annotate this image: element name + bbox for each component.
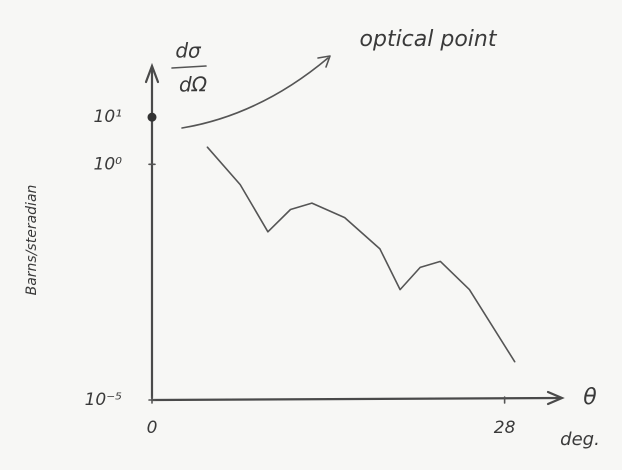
y-tick-label: 10¹ <box>94 107 122 127</box>
optical-point <box>148 113 157 122</box>
y-quantity-numerator: dσ <box>175 39 202 63</box>
fraction-bar <box>172 66 206 68</box>
x-tick-label: 0 <box>147 418 158 438</box>
annotation: optical point <box>360 27 498 52</box>
cross-section-line <box>207 147 514 362</box>
y-tick-label: 10⁻⁵ <box>85 390 123 410</box>
y-tick-label: 10⁰ <box>94 154 123 174</box>
x-axis-unit: deg. <box>560 429 600 450</box>
x-axis-label: θ <box>583 385 597 410</box>
y-axis-label: Barns/steradian <box>24 185 40 296</box>
y-quantity-denominator: dΩ <box>179 73 208 97</box>
x-tick-label: 28 <box>494 418 516 438</box>
x-axis <box>152 398 560 400</box>
chart: dσ dΩ Barns/steradian θ deg. optical poi… <box>0 0 622 470</box>
page: {"chart_data": { "type": "line", "y_quan… <box>0 0 622 470</box>
